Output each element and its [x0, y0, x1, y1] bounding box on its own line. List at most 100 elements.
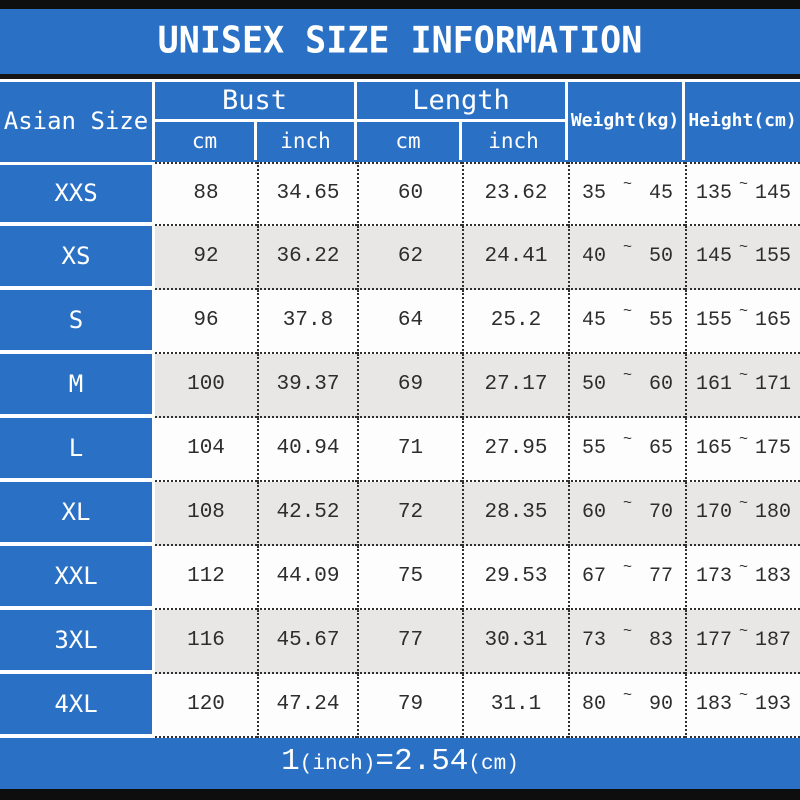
length-inch-cell: 30.31	[462, 609, 568, 674]
size-label-cell: S	[0, 289, 155, 354]
page-title: UNISEX SIZE INFORMATION	[157, 20, 643, 63]
bust-cm-cell: 96	[155, 289, 257, 354]
header-bust-inch: inch	[257, 121, 357, 160]
note-part: 1	[281, 743, 300, 779]
height-low: 161	[696, 373, 733, 397]
weight-low: 80	[582, 693, 607, 717]
weight-low: 67	[582, 565, 607, 589]
size-label-cell: L	[0, 417, 155, 482]
size-label-cell: M	[0, 353, 155, 418]
height-low: 170	[696, 501, 733, 525]
height-high: 187	[754, 629, 791, 653]
size-label-cell: 3XL	[0, 609, 155, 674]
length-cm-cell: 75	[357, 545, 462, 610]
height-range-cell: 161 ~ 171	[685, 353, 800, 418]
height-range-cell: 183 ~ 193	[685, 673, 800, 738]
weight-range-cell: 50 ~ 60	[568, 353, 685, 418]
bust-inch-cell: 37.8	[257, 289, 357, 354]
weight-high: 77	[648, 565, 673, 589]
footer-band: 1 (inch) =2.54 (cm)	[0, 737, 800, 790]
weight-range-cell: 55 ~ 65	[568, 417, 685, 482]
table-body: XXS 88 34.65 60 23.62 35 ~ 45 135 ~ 145 …	[0, 161, 800, 738]
header-weight: Weight(kg)	[568, 81, 685, 160]
table-header: Asian Size Bust Length Weight(kg) Height…	[0, 78, 800, 162]
bottom-black-bar	[0, 789, 800, 800]
weight-range-cell: 60 ~ 70	[568, 481, 685, 546]
weight-low: 40	[582, 245, 607, 269]
bust-cm-cell: 108	[155, 481, 257, 546]
bust-inch-cell: 42.52	[257, 481, 357, 546]
weight-high: 83	[648, 629, 673, 653]
tilde-separator: ~	[622, 367, 632, 385]
tilde-separator: ~	[738, 687, 748, 705]
tilde-separator: ~	[622, 623, 632, 641]
length-cm-cell: 77	[357, 609, 462, 674]
tilde-separator: ~	[622, 687, 632, 705]
note-part: (inch)	[299, 752, 376, 776]
bust-inch-cell: 34.65	[257, 161, 357, 226]
bust-inch-cell: 40.94	[257, 417, 357, 482]
weight-low: 60	[582, 501, 607, 525]
bust-inch-cell: 44.09	[257, 545, 357, 610]
tilde-separator: ~	[738, 495, 748, 513]
weight-high: 90	[648, 693, 673, 717]
height-low: 165	[696, 437, 733, 461]
height-high: 155	[754, 245, 791, 269]
length-cm-cell: 69	[357, 353, 462, 418]
size-label-cell: XXS	[0, 161, 155, 226]
height-range-cell: 145 ~ 155	[685, 225, 800, 290]
length-cm-cell: 79	[357, 673, 462, 738]
bust-inch-cell: 36.22	[257, 225, 357, 290]
length-cm-cell: 72	[357, 481, 462, 546]
size-label-cell: XL	[0, 481, 155, 546]
table-row: XXL 112 44.09 75 29.53 67 ~ 77 173 ~ 183	[0, 545, 800, 610]
weight-low: 55	[582, 437, 607, 461]
header-length-cm: cm	[357, 121, 462, 160]
tilde-separator: ~	[622, 559, 632, 577]
length-inch-cell: 29.53	[462, 545, 568, 610]
height-low: 173	[696, 565, 733, 589]
weight-range-cell: 45 ~ 55	[568, 289, 685, 354]
tilde-separator: ~	[738, 303, 748, 321]
table-row: S 96 37.8 64 25.2 45 ~ 55 155 ~ 165	[0, 289, 800, 354]
table-row: XXS 88 34.65 60 23.62 35 ~ 45 135 ~ 145	[0, 161, 800, 226]
height-high: 171	[754, 373, 791, 397]
weight-low: 50	[582, 373, 607, 397]
length-inch-cell: 25.2	[462, 289, 568, 354]
weight-high: 45	[648, 182, 673, 206]
header-bust-group: Bust	[155, 81, 357, 122]
height-low: 177	[696, 629, 733, 653]
height-range-cell: 177 ~ 187	[685, 609, 800, 674]
note-part: (cm)	[468, 752, 519, 776]
length-inch-cell: 27.95	[462, 417, 568, 482]
height-range-cell: 165 ~ 175	[685, 417, 800, 482]
height-low: 145	[696, 245, 733, 269]
weight-range-cell: 80 ~ 90	[568, 673, 685, 738]
length-inch-cell: 23.62	[462, 161, 568, 226]
bust-cm-cell: 116	[155, 609, 257, 674]
height-low: 135	[696, 182, 733, 206]
tilde-separator: ~	[738, 623, 748, 641]
length-cm-cell: 71	[357, 417, 462, 482]
bust-cm-cell: 92	[155, 225, 257, 290]
height-low: 183	[696, 693, 733, 717]
weight-range-cell: 67 ~ 77	[568, 545, 685, 610]
bust-cm-cell: 112	[155, 545, 257, 610]
tilde-separator: ~	[738, 367, 748, 385]
tilde-separator: ~	[738, 239, 748, 257]
table-row: 3XL 116 45.67 77 30.31 73 ~ 83 177 ~ 187	[0, 609, 800, 674]
height-low: 155	[696, 309, 733, 333]
height-range-cell: 170 ~ 180	[685, 481, 800, 546]
bust-cm-cell: 104	[155, 417, 257, 482]
weight-low: 45	[582, 309, 607, 333]
weight-high: 65	[648, 437, 673, 461]
bust-cm-cell: 100	[155, 353, 257, 418]
tilde-separator: ~	[738, 559, 748, 577]
weight-range-cell: 35 ~ 45	[568, 161, 685, 226]
table-row: L 104 40.94 71 27.95 55 ~ 65 165 ~ 175	[0, 417, 800, 482]
weight-range-cell: 40 ~ 50	[568, 225, 685, 290]
size-label-cell: XXL	[0, 545, 155, 610]
length-cm-cell: 64	[357, 289, 462, 354]
bust-inch-cell: 47.24	[257, 673, 357, 738]
length-inch-cell: 24.41	[462, 225, 568, 290]
